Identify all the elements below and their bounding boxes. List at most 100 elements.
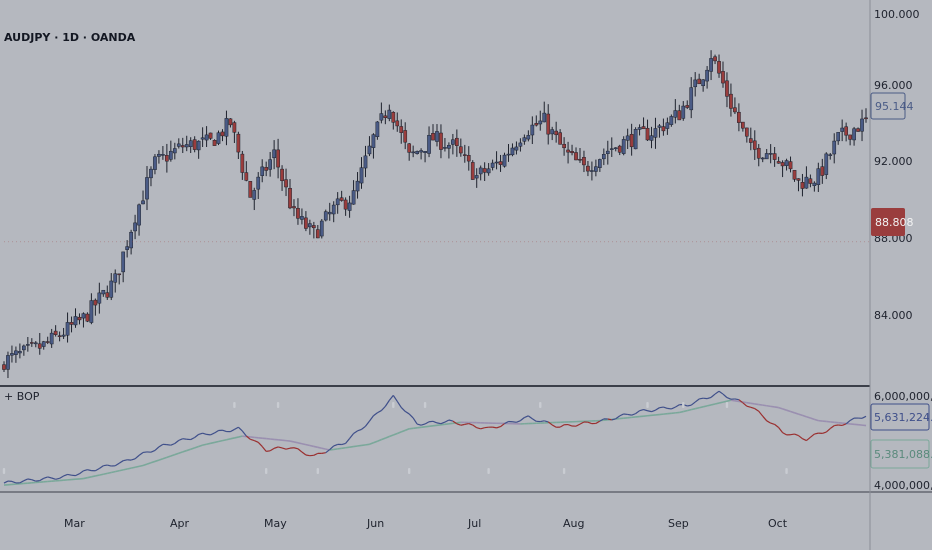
candle-body [284, 179, 288, 188]
candle [530, 116, 535, 145]
candle [125, 240, 129, 258]
price-pane[interactable] [2, 50, 870, 379]
candle [661, 118, 666, 136]
candle-body [582, 157, 586, 166]
candle-body [224, 118, 229, 137]
bop-line-segment [520, 417, 525, 422]
bop-line-segment [611, 418, 616, 421]
candle-body [665, 122, 670, 129]
bop-line-segment [845, 420, 851, 425]
candle [844, 122, 848, 142]
candle [395, 112, 400, 132]
candle [502, 152, 507, 168]
candle-body [172, 148, 177, 154]
bop-line-segment [392, 395, 398, 402]
bop-line-segment [766, 420, 771, 424]
candle [458, 138, 463, 157]
price-tick: 96.000 [874, 79, 913, 92]
candle [451, 133, 455, 155]
signal-line-segment [687, 408, 692, 412]
candle [526, 130, 531, 142]
candle [470, 160, 475, 180]
signal-line-segment [750, 402, 755, 405]
candle [482, 162, 487, 182]
candle [300, 208, 304, 225]
signal-line-segment [436, 423, 442, 427]
candle [772, 146, 777, 167]
bop-line-segment [579, 421, 585, 425]
bop-line-segment [134, 454, 140, 460]
bop-line-segment [802, 438, 807, 442]
candle-body [339, 197, 344, 201]
candle [649, 126, 654, 149]
candle-body [109, 280, 114, 298]
candle-body [85, 313, 90, 322]
signal-line-segment [802, 414, 807, 418]
candle-body [673, 110, 678, 118]
candle-body [296, 207, 300, 219]
bop-line-segment [384, 400, 390, 407]
bop-line-segment [714, 390, 720, 395]
bop-top-marker [276, 402, 280, 408]
candle-body [470, 162, 475, 180]
candle-body [347, 202, 352, 211]
time-axis[interactable]: Mar Apr May Jun Jul Aug Sep Oct [64, 517, 788, 530]
signal-line-segment [305, 443, 311, 447]
signal-line-segment [714, 402, 720, 405]
bop-line-segment [734, 398, 739, 401]
candle [768, 144, 773, 164]
price-axis[interactable]: 100.000 96.000 92.000 88.000 84.000 [874, 8, 920, 322]
indicator-axis[interactable]: 6,000,000,000 4,000,000,000 [874, 390, 932, 492]
candle-body [542, 112, 547, 123]
symbol-title[interactable]: AUDJPY · 1D · OANDA [4, 31, 136, 44]
candle [268, 151, 272, 177]
signal-line-segment [794, 412, 799, 415]
bop-line-segment [722, 393, 728, 399]
candle [53, 325, 58, 337]
candle-body [22, 345, 26, 351]
candle [737, 103, 741, 132]
bop-line-segment [750, 406, 755, 410]
candle-body [764, 153, 769, 160]
candle-body [383, 115, 388, 118]
candle-body [208, 132, 213, 139]
candle-body [768, 153, 773, 155]
candle [145, 166, 149, 211]
candle [272, 140, 276, 170]
candle [117, 273, 122, 285]
candle [399, 119, 404, 144]
candle-body [832, 140, 837, 155]
candle-body [498, 161, 503, 165]
candle-body [804, 176, 809, 189]
indicator-label[interactable]: + BOP [4, 390, 40, 403]
candle-body [2, 364, 6, 370]
bop-line-segment [595, 420, 601, 424]
bop-value-badge: 5,631,224.563 [870, 403, 932, 431]
candle [570, 144, 574, 156]
price-tick: 84.000 [874, 309, 913, 322]
signal-line-segment [420, 425, 426, 429]
candle [510, 143, 515, 157]
signal-line-segment [718, 401, 724, 404]
signal-line-segment [341, 446, 346, 450]
candle [81, 312, 86, 328]
candle-body [33, 342, 38, 345]
candle-body [844, 126, 848, 136]
bop-line-segment [468, 422, 473, 426]
bop-line-segment [19, 480, 25, 484]
signal-line-segment [345, 446, 350, 449]
candle-body [315, 229, 320, 239]
bop-line-segment [373, 412, 378, 417]
bop-line-segment [492, 426, 497, 429]
candle-body [419, 150, 423, 153]
candle-body [276, 149, 280, 168]
bop-line-segment [726, 397, 732, 400]
candle [860, 109, 864, 142]
candle-body [81, 313, 86, 319]
bop-line-segment [23, 478, 29, 482]
indicator-pane[interactable] [2, 390, 867, 486]
candle-body [677, 110, 682, 121]
candle [756, 144, 761, 167]
candle [161, 146, 165, 160]
candle-body [812, 182, 817, 186]
